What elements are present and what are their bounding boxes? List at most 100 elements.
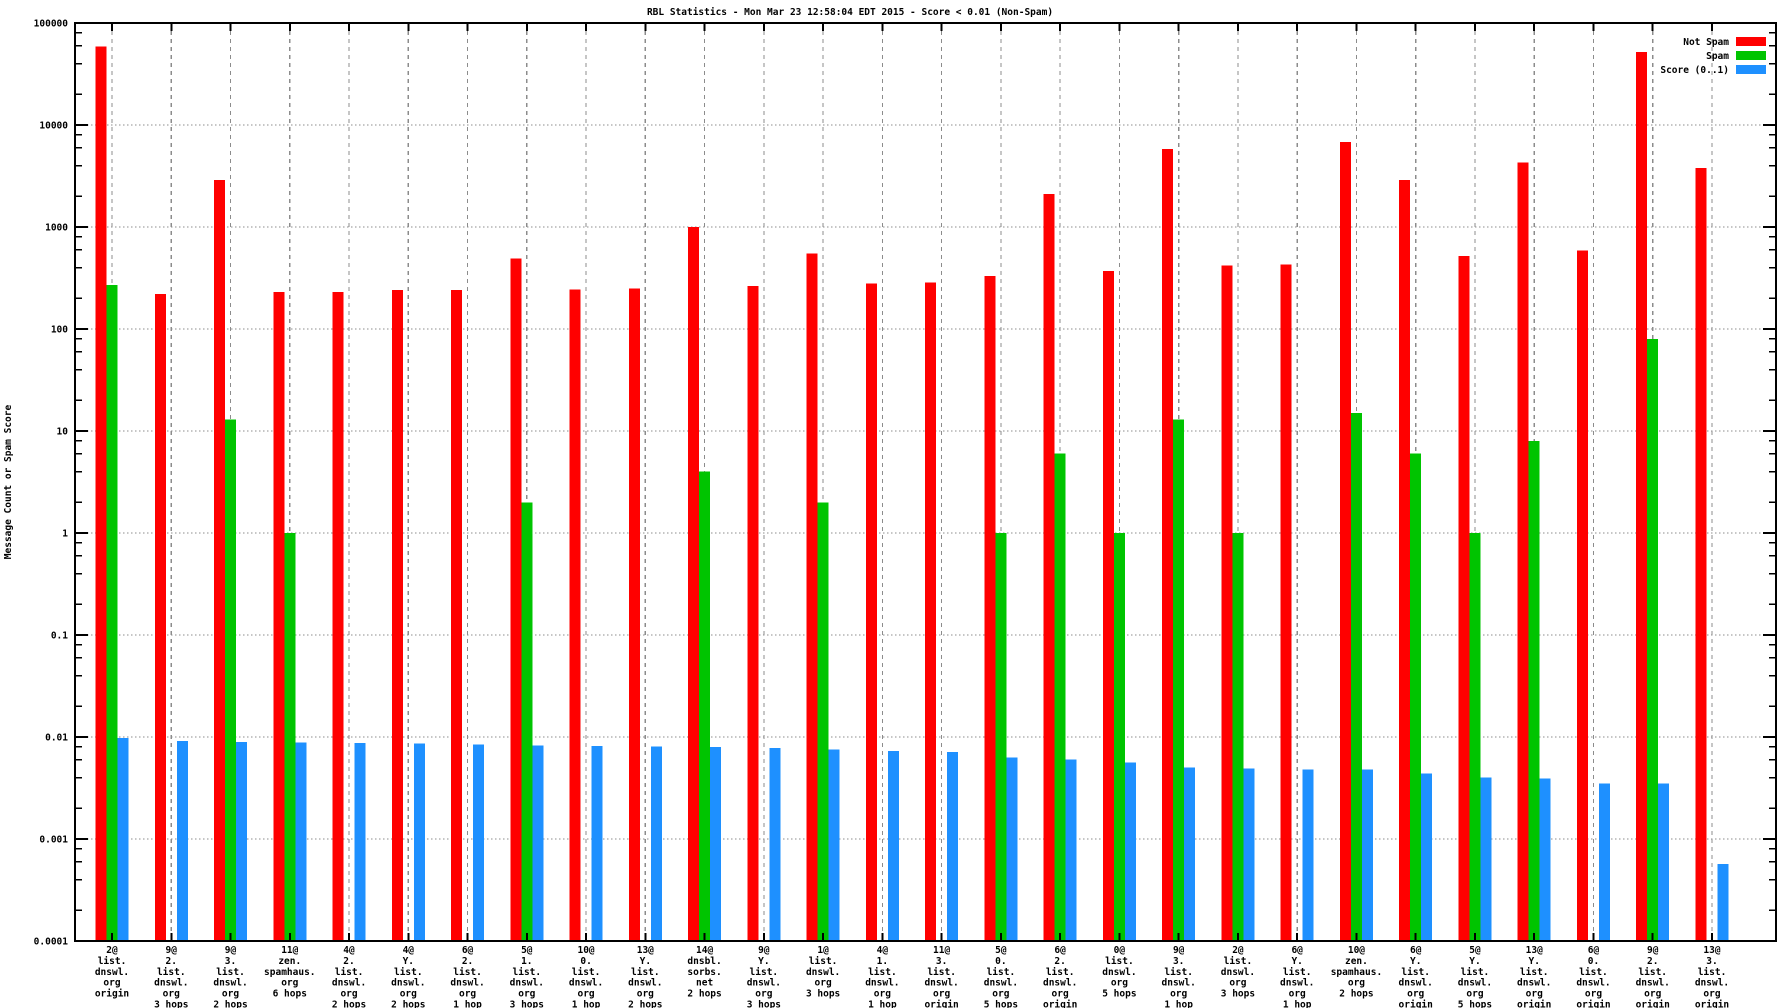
x-tick-label: 11@ <box>933 945 950 956</box>
bar-notspam <box>510 258 522 942</box>
x-tick-label: org <box>992 989 1009 1000</box>
x-tick-label: list. <box>1698 967 1727 978</box>
x-tick-label: dnswl. <box>806 967 840 978</box>
x-tick-label: 10@ <box>577 945 594 956</box>
x-tick-label: spamhaus. <box>264 967 315 978</box>
x-tick-label: org <box>163 989 180 1000</box>
x-tick-label: org <box>1407 989 1424 1000</box>
legend-label: Not Spam <box>1683 37 1729 48</box>
bar-notspam <box>1399 179 1411 942</box>
y-tick-label: 10 <box>57 427 69 438</box>
y-axis-label: Message Count or Spam Score <box>3 405 14 560</box>
bar-spam <box>106 285 118 942</box>
bar-score <box>295 742 307 941</box>
x-tick-label: 1. <box>877 956 888 967</box>
bar-spam <box>699 471 711 941</box>
x-tick-label: 4@ <box>343 945 355 956</box>
x-tick-label: org <box>1111 978 1128 989</box>
x-tick-label: org <box>874 989 891 1000</box>
bar-score <box>1065 759 1077 941</box>
x-tick-label: dnswl. <box>984 978 1018 989</box>
bar-notspam <box>1221 265 1233 941</box>
x-tick-label: list. <box>1046 967 1075 978</box>
bar-spam <box>1113 533 1125 941</box>
x-tick-label: dnswl. <box>213 978 247 989</box>
x-tick-label: org <box>1526 989 1543 1000</box>
x-tick-label: 2. <box>166 956 177 967</box>
x-tick-label: 0. <box>1588 956 1599 967</box>
x-tick-label: Y. <box>1291 956 1302 967</box>
bar-notspam <box>688 227 700 941</box>
x-tick-label: dnswl. <box>450 978 484 989</box>
x-tick-label: 4@ <box>877 945 889 956</box>
bar-spam <box>521 502 533 941</box>
x-tick-label: origin <box>95 989 129 1000</box>
x-tick-label: 13@ <box>1526 945 1543 956</box>
x-tick-label: dnswl. <box>1162 978 1196 989</box>
x-tick-label: dnswl. <box>1102 967 1136 978</box>
bar-notspam <box>806 253 818 941</box>
x-tick-label: 3 hops <box>1221 989 1255 1000</box>
bar-notspam <box>865 283 877 941</box>
x-tick-label: 14@ <box>696 945 713 956</box>
bar-notspam <box>925 282 937 941</box>
legend-label: Spam <box>1706 51 1729 62</box>
x-tick-label: list. <box>513 967 542 978</box>
x-tick-label: 9@ <box>166 945 178 956</box>
bar-notspam <box>95 46 107 941</box>
x-tick-label: origin <box>1636 1000 1670 1008</box>
bar-notspam <box>451 290 463 941</box>
y-tick-label: 1000 <box>45 223 68 234</box>
legend-swatch <box>1736 65 1766 74</box>
plot-border <box>74 22 1777 942</box>
bar-notspam <box>1339 142 1351 941</box>
x-tick-label: 3 hops <box>154 1000 188 1008</box>
bar-score <box>1598 783 1610 941</box>
legend-swatch <box>1736 51 1766 60</box>
x-tick-label: org <box>459 989 476 1000</box>
x-tick-label: 9@ <box>758 945 770 956</box>
x-tick-label: Y. <box>1410 956 1421 967</box>
bar-score <box>473 744 485 941</box>
x-tick-label: 1 hop <box>868 1000 897 1008</box>
bar-spam <box>1410 453 1422 941</box>
x-tick-label: org <box>1229 978 1246 989</box>
x-tick-label: 1 hop <box>572 1000 601 1008</box>
bar-score <box>117 737 129 941</box>
x-tick-label: 3. <box>225 956 236 967</box>
x-tick-label: dnswl. <box>569 978 603 989</box>
y-tick-label: 0.001 <box>39 835 68 846</box>
x-tick-label: dnswl. <box>1576 978 1610 989</box>
x-tick-label: org <box>1466 989 1483 1000</box>
x-tick-label: 1@ <box>817 945 829 956</box>
x-tick-label: dnswl. <box>1280 978 1314 989</box>
x-tick-label: list. <box>1105 956 1134 967</box>
x-tick-label: Y. <box>403 956 414 967</box>
x-tick-label: list. <box>987 967 1016 978</box>
bar-score <box>1480 777 1492 941</box>
x-tick-label: Y. <box>1469 956 1480 967</box>
x-tick-label: list. <box>394 967 423 978</box>
bar-spam <box>1173 419 1185 941</box>
x-tick-label: 5 hops <box>1458 1000 1492 1008</box>
bar-score <box>532 745 544 941</box>
y-tick-label: 0.0001 <box>34 937 69 948</box>
x-tick-label: 0@ <box>1114 945 1126 956</box>
x-tick-label: org <box>1703 989 1720 1000</box>
x-tick-label: org <box>1289 989 1306 1000</box>
bar-notspam <box>1102 271 1114 941</box>
x-tick-label: 10@ <box>1348 945 1365 956</box>
bar-score <box>1539 778 1551 941</box>
x-tick-label: dnswl. <box>628 978 662 989</box>
x-tick-label: org <box>222 989 239 1000</box>
x-tick-label: list. <box>1401 967 1430 978</box>
bar-notspam <box>154 294 166 941</box>
x-tick-label: sorbs. <box>687 967 721 978</box>
bar-score <box>947 752 959 941</box>
x-tick-label: list. <box>98 956 127 967</box>
x-tick-label: 3. <box>936 956 947 967</box>
x-tick-label: 6 hops <box>273 989 307 1000</box>
bar-notspam <box>1695 167 1707 942</box>
x-tick-label: 6@ <box>1588 945 1600 956</box>
